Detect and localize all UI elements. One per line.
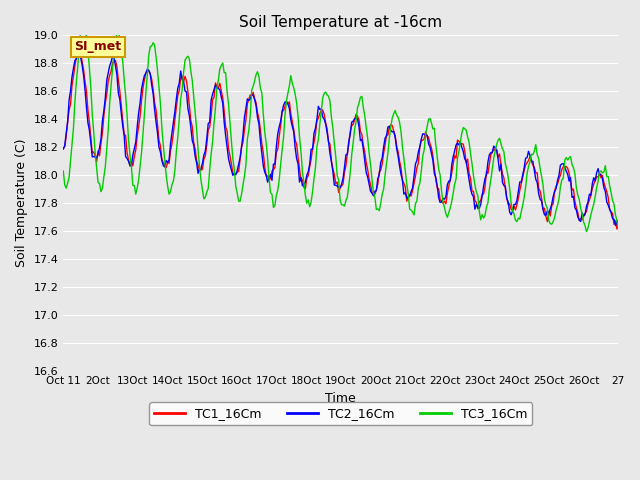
- TC2_16Cm: [613, 219, 621, 225]
- Line: TC2_16Cm: TC2_16Cm: [63, 53, 618, 226]
- X-axis label: Time: Time: [326, 392, 356, 405]
- TC2_16Cm: [346, 132, 354, 137]
- TC3_16Cm: [80, 20, 88, 25]
- TC1_16Cm: [614, 222, 622, 228]
- TC3_16Cm: [78, 22, 86, 27]
- TC2_16Cm: [614, 217, 622, 223]
- TC1_16Cm: [612, 218, 620, 224]
- TC1_16Cm: [76, 46, 83, 52]
- TC1_16Cm: [60, 145, 67, 151]
- Line: TC3_16Cm: TC3_16Cm: [63, 23, 618, 231]
- TC3_16Cm: [539, 182, 547, 188]
- TC3_16Cm: [346, 170, 354, 176]
- TC2_16Cm: [60, 146, 67, 152]
- Y-axis label: Soil Temperature (C): Soil Temperature (C): [15, 139, 28, 267]
- TC2_16Cm: [74, 50, 82, 56]
- TC3_16Cm: [582, 228, 590, 234]
- TC1_16Cm: [613, 226, 621, 232]
- TC1_16Cm: [456, 140, 464, 146]
- TC3_16Cm: [614, 227, 622, 232]
- Title: Soil Temperature at -16cm: Soil Temperature at -16cm: [239, 15, 442, 30]
- TC1_16Cm: [346, 129, 354, 134]
- TC2_16Cm: [97, 136, 105, 142]
- TC2_16Cm: [80, 72, 88, 78]
- Text: SI_met: SI_met: [74, 40, 122, 53]
- TC3_16Cm: [97, 189, 105, 194]
- TC2_16Cm: [612, 223, 620, 228]
- TC3_16Cm: [60, 168, 67, 174]
- TC3_16Cm: [613, 218, 621, 224]
- Legend: TC1_16Cm, TC2_16Cm, TC3_16Cm: TC1_16Cm, TC2_16Cm, TC3_16Cm: [149, 402, 532, 425]
- TC1_16Cm: [539, 206, 547, 212]
- TC2_16Cm: [539, 207, 547, 213]
- TC2_16Cm: [456, 140, 464, 146]
- TC1_16Cm: [80, 67, 88, 72]
- TC3_16Cm: [456, 139, 464, 144]
- TC1_16Cm: [97, 140, 105, 146]
- Line: TC1_16Cm: TC1_16Cm: [63, 49, 618, 229]
